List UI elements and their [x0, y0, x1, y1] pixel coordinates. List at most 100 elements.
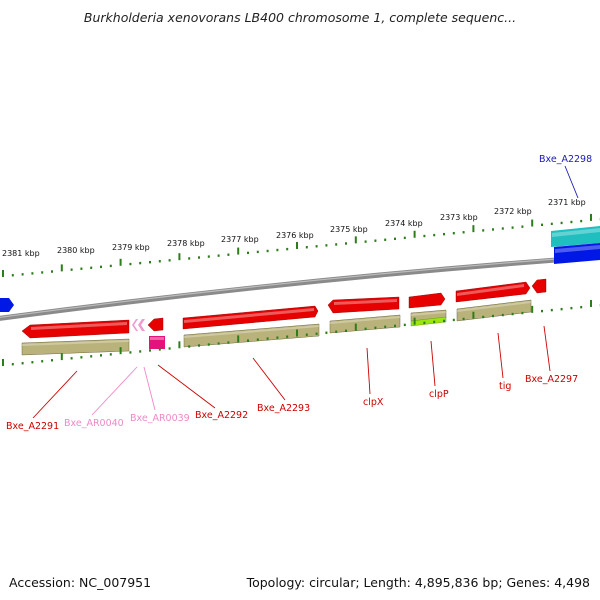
- ruler-label: 2377 kbp: [221, 235, 259, 244]
- upper-ruler-major-tick: [590, 213, 592, 221]
- ruler-label: 2379 kbp: [112, 243, 150, 252]
- accession-label: Accession:: [9, 575, 76, 590]
- gene-label-leader: [497, 332, 504, 379]
- lower-ruler-minor-tick: [207, 343, 210, 346]
- lower-ruler-minor-tick: [345, 329, 347, 332]
- upper-ruler-minor-tick: [482, 229, 485, 232]
- upper-ruler-major-tick: [531, 219, 534, 227]
- genes-value: 4,498: [554, 575, 590, 590]
- accession-value: NC_007951: [79, 575, 152, 590]
- feature-left-blue-arrow: [0, 298, 14, 312]
- upper-ruler-minor-tick: [580, 219, 583, 223]
- upper-ruler-minor-tick: [276, 248, 279, 252]
- upper-ruler-major-tick: [2, 270, 4, 277]
- feature-bxe-a2292-small: [147, 317, 164, 332]
- lower-ruler-minor-tick: [403, 323, 406, 327]
- feature-bxe-ar0040: [132, 319, 138, 331]
- upper-ruler-minor-tick: [335, 243, 338, 246]
- map-title: Burkholderia xenovorans LB400 chromosome…: [83, 10, 517, 25]
- gene-band-clpx-highlight: [330, 316, 400, 324]
- upper-ruler-minor-tick: [266, 249, 269, 253]
- gene-band-tig: [456, 299, 532, 322]
- upper-ruler-minor-tick: [452, 232, 455, 235]
- lower-ruler-major-tick: [472, 311, 475, 319]
- lower-ruler-minor-tick: [443, 319, 445, 323]
- lower-ruler-minor-tick: [276, 336, 279, 339]
- ruler-label: 2378 kbp: [167, 239, 205, 248]
- lower-ruler-minor-tick: [325, 331, 328, 334]
- lower-ruler-minor-tick: [90, 355, 93, 358]
- upper-ruler-minor-tick: [11, 274, 14, 277]
- gene-label-leader: [157, 364, 216, 409]
- upper-ruler-minor-tick: [139, 261, 142, 265]
- lower-ruler-minor-tick: [41, 360, 44, 363]
- upper-ruler-minor-tick: [90, 266, 93, 269]
- gene-label: Bxe_AR0040: [64, 418, 124, 429]
- feature-bxe-a2298-cyan-highlight: [552, 228, 600, 237]
- upper-ruler-minor-tick: [325, 244, 328, 247]
- lower-ruler-minor-tick: [80, 356, 83, 359]
- gene-label-leader: [252, 357, 286, 401]
- upper-ruler-major-tick: [413, 230, 416, 238]
- lower-ruler-major-tick: [2, 359, 4, 366]
- feature-bxe-a2291-highlight: [31, 322, 127, 330]
- lower-ruler-minor-tick: [217, 342, 220, 345]
- gene-band-clpx: [329, 314, 401, 334]
- lower-ruler-minor-tick: [100, 354, 102, 357]
- lower-ruler-major-tick: [531, 305, 534, 313]
- lower-ruler-major-tick: [413, 317, 416, 325]
- lower-ruler-minor-tick: [247, 339, 249, 342]
- upper-ruler-minor-tick: [511, 226, 514, 229]
- lower-ruler-minor-tick: [423, 321, 426, 325]
- feature-bxe-a2293: [182, 305, 319, 330]
- backbone-line: [0, 254, 600, 321]
- upper-ruler-minor-tick: [286, 247, 289, 251]
- upper-ruler-minor-tick: [100, 265, 102, 269]
- upper-ruler-minor-tick: [541, 223, 543, 227]
- upper-ruler-minor-tick: [188, 257, 191, 260]
- upper-ruler-minor-tick: [207, 255, 210, 258]
- upper-ruler-minor-tick: [364, 240, 367, 243]
- lower-ruler-minor-tick: [305, 333, 308, 336]
- upper-ruler-minor-tick: [315, 245, 318, 248]
- upper-ruler-minor-tick: [217, 254, 220, 257]
- gene-label-leader: [366, 347, 371, 395]
- upper-ruler-minor-tick: [80, 267, 83, 270]
- upper-ruler-minor-tick: [149, 260, 151, 264]
- upper-ruler-minor-tick: [433, 233, 436, 237]
- gene-label-leader: [91, 366, 138, 416]
- upper-ruler-major-tick: [472, 225, 475, 233]
- length-value: 4,895,836 bp: [414, 575, 499, 590]
- upper-ruler-minor-tick: [492, 228, 494, 231]
- lower-ruler-minor-tick: [198, 344, 200, 347]
- lower-ruler-minor-tick: [580, 305, 583, 309]
- gene-label: Bxe_AR0039: [130, 413, 190, 424]
- length-label: Length:: [363, 575, 411, 590]
- gene-label: Bxe_A2298: [539, 154, 592, 165]
- upper-ruler-minor-tick: [256, 250, 259, 254]
- lower-ruler-major-tick: [237, 335, 240, 343]
- lower-ruler-minor-tick: [394, 324, 396, 328]
- accession-footer: Accession: NC_007951: [9, 575, 151, 590]
- gene-label-leader: [543, 325, 551, 372]
- gene-band-bxe-a2293-highlight: [184, 325, 319, 338]
- upper-ruler-minor-tick: [374, 239, 377, 242]
- feature-tig: [455, 281, 531, 303]
- lower-ruler-minor-tick: [550, 308, 553, 312]
- gene-label: Bxe_A2297: [525, 374, 578, 385]
- lower-ruler-minor-tick: [21, 362, 24, 365]
- upper-ruler-major-tick: [296, 241, 298, 249]
- label-layer: Bxe_A2298 Bxe_A2291 Bxe_AR0040 Bxe_AR0039 Bx…: [6, 154, 592, 432]
- upper-ruler-minor-tick: [158, 260, 161, 263]
- lower-ruler-minor-tick: [364, 327, 367, 331]
- lower-ruler-major-tick: [354, 323, 357, 331]
- upper-ruler-minor-tick: [443, 232, 445, 236]
- upper-ruler-minor-tick: [384, 238, 387, 241]
- gene-band-bxe-a2291-highlight: [22, 340, 129, 346]
- upper-ruler-minor-tick: [521, 225, 524, 228]
- lower-ruler-minor-tick: [570, 306, 573, 310]
- upper-ruler-minor-tick: [109, 264, 112, 268]
- lower-ruler-minor-tick: [462, 317, 465, 321]
- genes-label: Genes:: [506, 575, 551, 590]
